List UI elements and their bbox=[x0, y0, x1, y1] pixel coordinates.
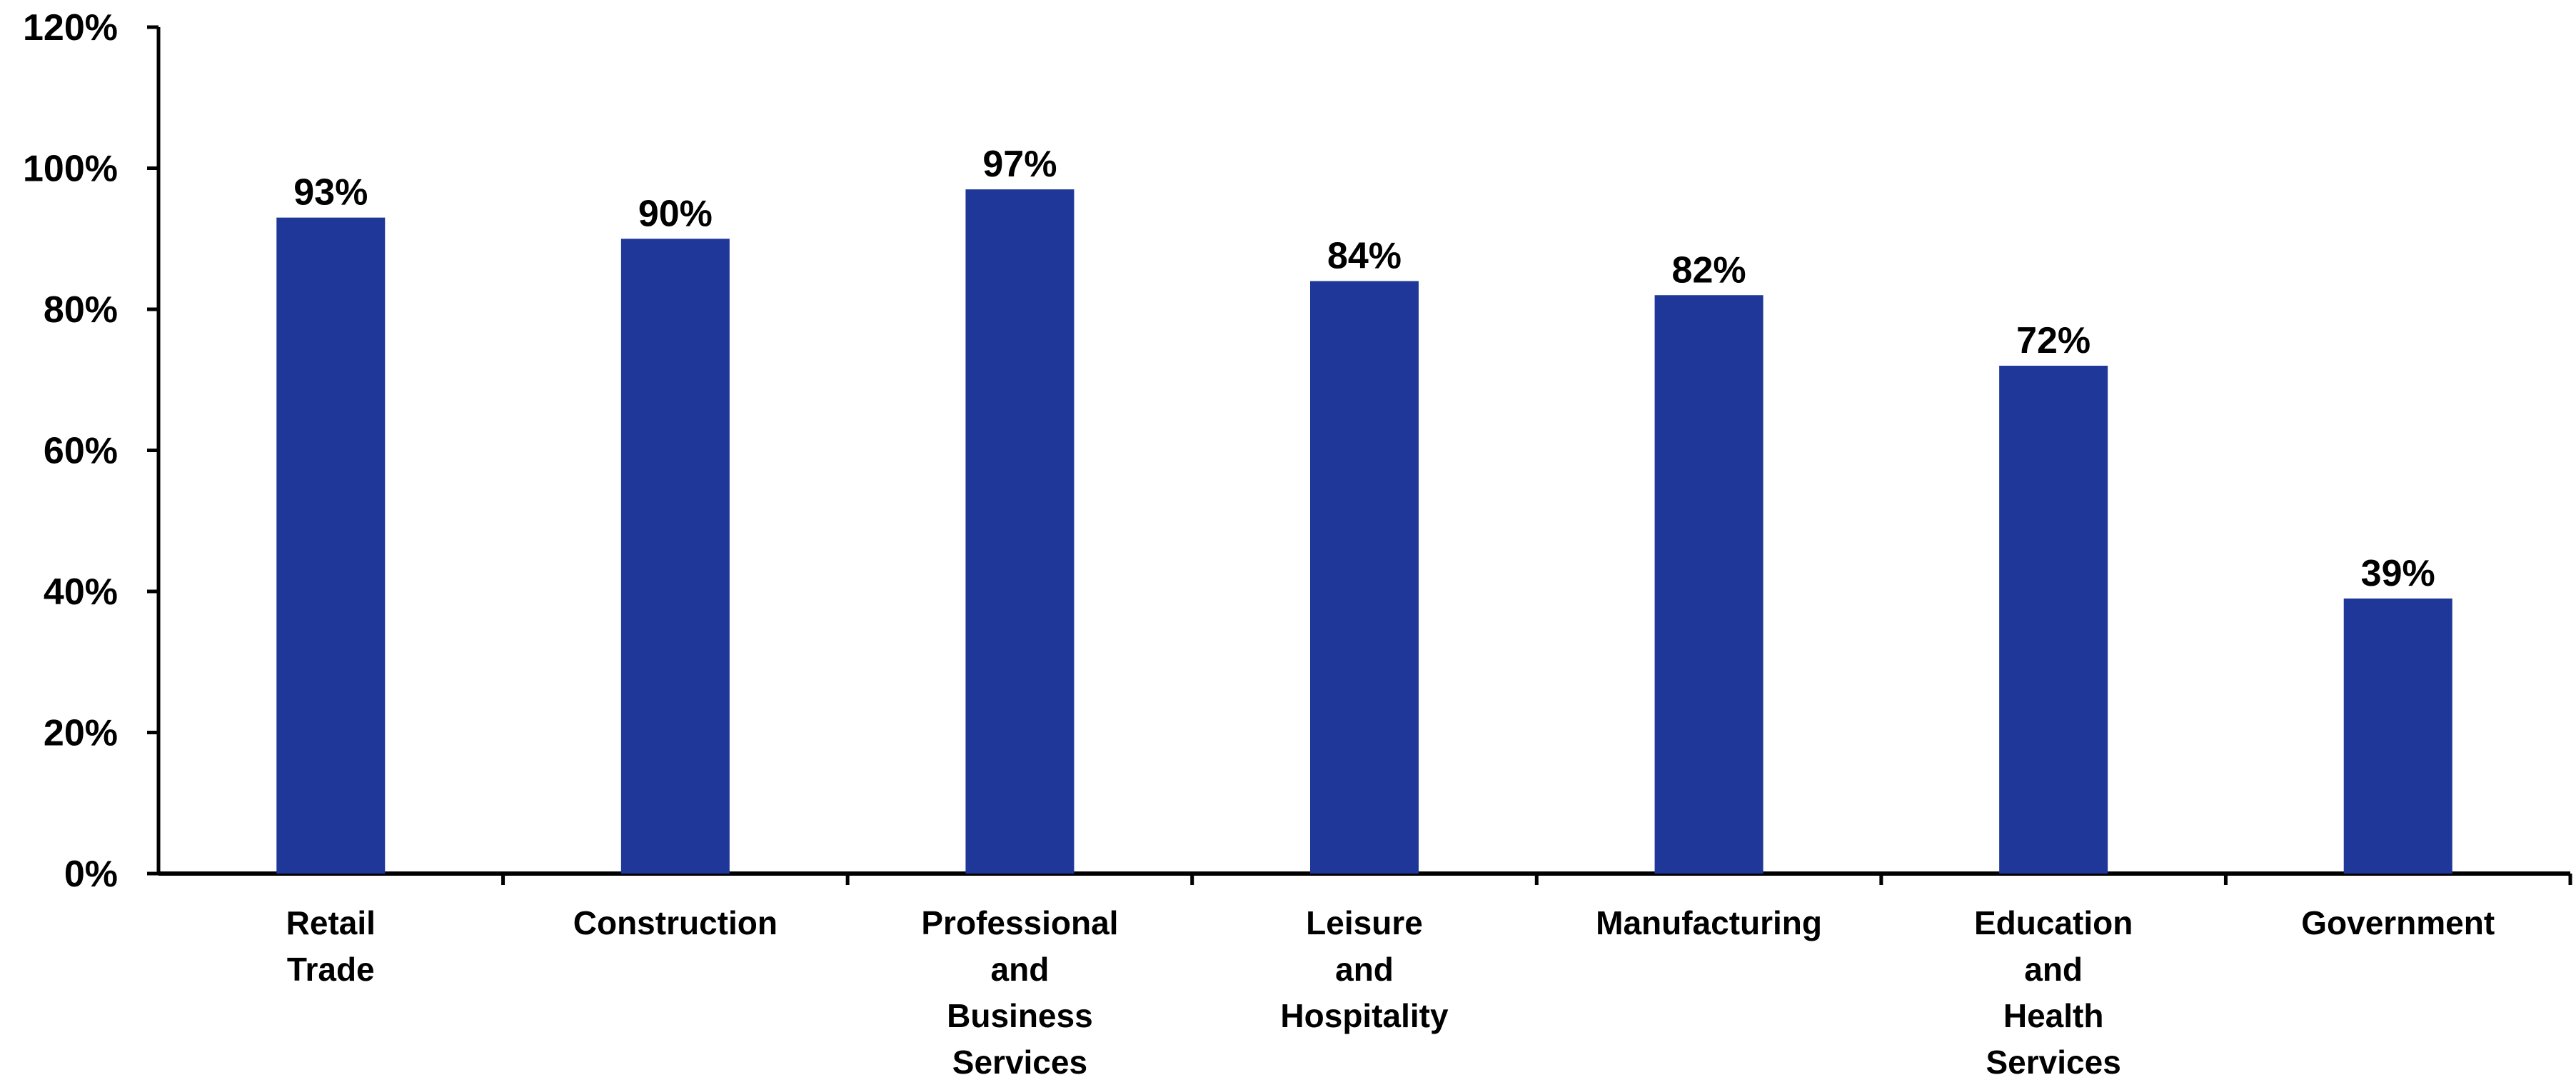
x-tick-label-line: Health bbox=[2003, 997, 2104, 1034]
bar bbox=[2343, 598, 2452, 874]
data-label: 90% bbox=[638, 193, 713, 234]
x-tick-label-line: Manufacturing bbox=[1596, 904, 1822, 941]
x-tick-label-line: Government bbox=[2301, 904, 2495, 941]
data-labels: 93% 90% 97% 84% 82% 72% 39% bbox=[293, 144, 2435, 594]
data-label: 72% bbox=[2016, 320, 2091, 361]
data-label: 39% bbox=[2361, 553, 2435, 594]
x-axis bbox=[159, 871, 2572, 885]
x-tick-label-line: Services bbox=[952, 1044, 1087, 1080]
x-tick-label: Education and Health Services bbox=[1974, 904, 2133, 1080]
data-label: 82% bbox=[1672, 249, 1746, 291]
x-tick-label: Retail Trade bbox=[286, 904, 376, 988]
bar bbox=[276, 217, 386, 874]
category-labels: Retail Trade Construction Professional and Bu… bbox=[286, 904, 2495, 1080]
x-tick-label-line: and bbox=[991, 951, 1050, 988]
y-tick-label: 20% bbox=[44, 713, 118, 754]
x-tick-label-line: Professional bbox=[921, 904, 1118, 941]
x-tick-label-line: Business bbox=[947, 997, 1093, 1034]
bar bbox=[965, 189, 1075, 874]
x-tick-label-line: Retail bbox=[286, 904, 376, 941]
y-tick-label: 40% bbox=[44, 571, 118, 613]
x-tick-label-line: Construction bbox=[573, 904, 778, 941]
x-tick-label: Construction bbox=[573, 904, 778, 941]
bars bbox=[276, 189, 2452, 874]
y-tick-label: 80% bbox=[44, 289, 118, 331]
x-tick-label: Government bbox=[2301, 904, 2495, 941]
bar bbox=[1999, 366, 2108, 874]
data-label: 93% bbox=[293, 172, 368, 214]
y-tick-label: 120% bbox=[23, 7, 118, 49]
x-tick-label-line: Hospitality bbox=[1280, 997, 1449, 1034]
y-tick-label: 100% bbox=[23, 149, 118, 190]
x-tick-label-line: Services bbox=[1986, 1044, 2121, 1080]
data-label: 84% bbox=[1327, 236, 1402, 277]
y-axis: 0% 20% 40% 60% 80% 100% 120% bbox=[23, 7, 161, 895]
x-tick-label: Professional and Business Services bbox=[921, 904, 1118, 1080]
x-tick-label-line: Leisure bbox=[1306, 904, 1423, 941]
x-tick-label: Manufacturing bbox=[1596, 904, 1822, 941]
x-tick-label-line: and bbox=[2024, 951, 2083, 988]
data-label: 97% bbox=[982, 144, 1057, 185]
x-tick-label-line: Education bbox=[1974, 904, 2133, 941]
x-tick-label: Leisure and Hospitality bbox=[1280, 904, 1449, 1034]
bar bbox=[1310, 281, 1419, 874]
y-tick-label: 60% bbox=[44, 431, 118, 472]
x-tick-label-line: Trade bbox=[287, 951, 375, 988]
bar bbox=[1654, 295, 1764, 874]
bar bbox=[620, 239, 730, 874]
y-tick-label: 0% bbox=[64, 854, 118, 895]
x-tick-label-line: and bbox=[1335, 951, 1394, 988]
